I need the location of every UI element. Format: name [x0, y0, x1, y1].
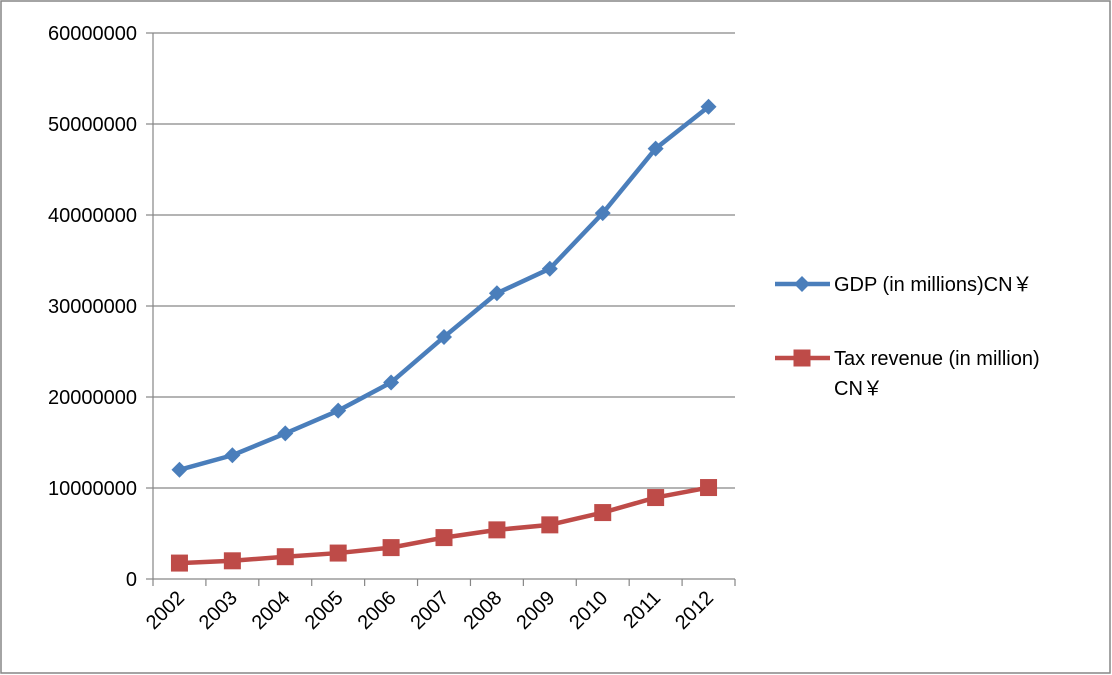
data-point: [647, 140, 664, 157]
legend-label: CN￥: [834, 378, 883, 400]
y-tick-label: 60000000: [48, 23, 137, 45]
data-point: [383, 374, 400, 391]
data-point: [276, 548, 294, 566]
y-tick-label: 40000000: [48, 205, 137, 227]
data-point: [700, 479, 718, 497]
data-point: [488, 521, 506, 539]
y-tick-label: 10000000: [48, 478, 137, 500]
data-point: [594, 504, 612, 522]
data-point: [171, 461, 188, 478]
data-point: [700, 98, 717, 115]
y-tick-label: 50000000: [48, 114, 137, 136]
data-point: [436, 328, 452, 345]
data-point: [329, 544, 347, 562]
data-point: [488, 285, 505, 302]
legend: GDP (in millions)CN￥ Tax revenue (in mill…: [775, 274, 1040, 400]
data-point: [382, 539, 400, 557]
data-point: [277, 425, 294, 442]
legend-marker: [794, 276, 810, 292]
data-point: [594, 205, 611, 222]
data-point: [224, 447, 241, 464]
data-point: [330, 402, 347, 419]
legend-label: GDP (in millions)CN￥: [834, 274, 1033, 296]
y-tick-label: 30000000: [48, 296, 137, 318]
legend-label: Tax revenue (in million): [834, 348, 1040, 370]
gridlines: [153, 32, 735, 489]
series-1: [171, 98, 717, 478]
data-point: [541, 260, 558, 277]
data-point: [170, 554, 188, 572]
data-point: [541, 516, 559, 534]
legend-entry-2: Tax revenue (in million) CN￥: [775, 348, 1040, 400]
legend-marker: [793, 349, 811, 367]
data-point: [435, 529, 453, 547]
data-point: [223, 552, 241, 570]
series-2: [170, 479, 718, 572]
data-point: [647, 489, 665, 507]
y-tick-label: 0: [126, 569, 137, 591]
legend-entry-1: GDP (in millions)CN￥: [775, 274, 1033, 296]
series-group: [170, 98, 718, 572]
y-tick-label: 20000000: [48, 387, 137, 409]
